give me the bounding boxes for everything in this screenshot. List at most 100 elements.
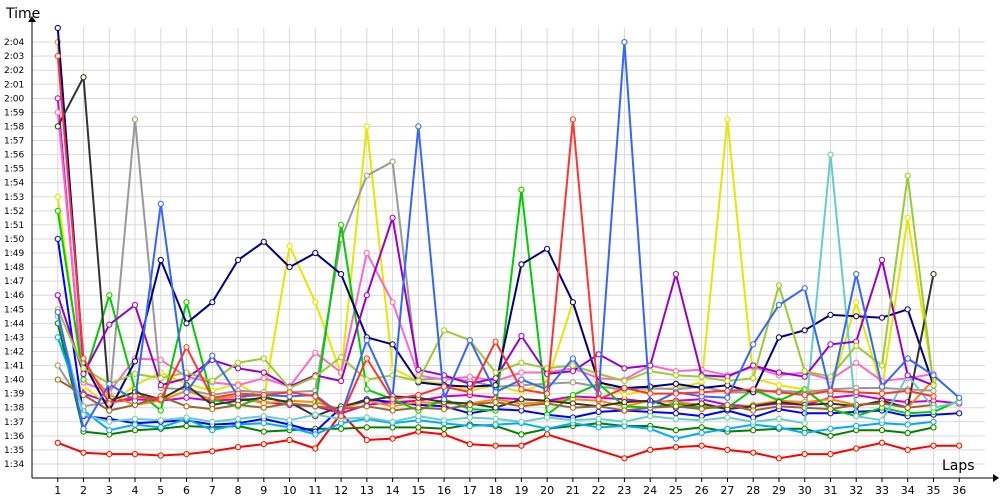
data-point: [363, 123, 370, 130]
data-point: [569, 417, 577, 424]
data-point: [235, 256, 242, 264]
data-point: [466, 401, 473, 408]
x-tick-label: 8: [235, 484, 242, 497]
x-tick-label: 26: [695, 484, 709, 497]
data-point: [827, 151, 834, 158]
data-point: [235, 390, 242, 397]
data-point: [621, 377, 628, 385]
data-point: [672, 271, 680, 278]
data-point: [827, 406, 834, 413]
data-point: [878, 439, 886, 446]
data-point: [235, 359, 242, 366]
x-tick-label: 35: [926, 484, 940, 497]
data-point: [338, 271, 345, 278]
data-point: [827, 387, 834, 394]
data-point: [930, 393, 937, 400]
data-point: [904, 421, 911, 428]
x-tick-label: 34: [901, 484, 915, 497]
x-tick-label: 14: [386, 484, 400, 497]
data-point: [518, 431, 525, 438]
x-tick-label: 9: [260, 484, 267, 497]
data-point: [544, 245, 551, 252]
data-point: [441, 417, 448, 424]
x-tick-label: 11: [308, 484, 322, 497]
x-tick-label: 27: [720, 484, 734, 497]
data-point: [415, 391, 422, 399]
data-point: [312, 299, 319, 306]
data-point: [827, 451, 834, 458]
data-point: [518, 369, 525, 376]
data-point: [209, 377, 216, 385]
y-tick-label: 1:52: [4, 207, 24, 217]
data-point: [183, 389, 190, 396]
data-point: [183, 344, 190, 351]
data-point: [775, 382, 783, 389]
y-tick-label: 2:03: [4, 52, 24, 62]
data-point: [363, 376, 370, 383]
x-tick-label: 6: [183, 484, 190, 497]
data-point: [363, 403, 370, 410]
data-point: [415, 404, 422, 411]
data-point: [698, 406, 705, 413]
data-point: [157, 200, 164, 207]
data-point: [466, 389, 473, 396]
data-point: [286, 436, 293, 444]
data-point: [775, 403, 783, 410]
data-point: [647, 446, 654, 453]
data-point: [260, 375, 267, 382]
data-point: [441, 383, 448, 390]
data-point: [363, 424, 370, 431]
data-point: [750, 362, 757, 369]
data-point: [389, 158, 396, 165]
data-point: [54, 334, 61, 341]
y-tick-label: 1:47: [4, 277, 24, 287]
data-point: [750, 427, 757, 434]
data-point: [338, 377, 345, 385]
data-point: [131, 393, 139, 400]
data-point: [80, 74, 87, 81]
data-point: [260, 238, 267, 245]
data-point: [621, 365, 628, 372]
data-point: [235, 365, 242, 372]
data-point: [260, 404, 267, 411]
data-point: [131, 451, 139, 458]
x-tick-label: 16: [437, 484, 451, 497]
series-14: [54, 151, 963, 427]
data-point: [106, 427, 113, 434]
data-point: [441, 431, 448, 438]
data-point: [853, 299, 860, 306]
data-point: [801, 420, 808, 427]
y-tick-label: 1:41: [4, 362, 24, 372]
data-point: [131, 421, 139, 428]
data-point: [904, 372, 911, 379]
data-point: [621, 455, 628, 462]
data-point: [235, 401, 242, 408]
data-point: [389, 299, 396, 306]
data-point: [647, 425, 654, 432]
data-point: [312, 349, 319, 356]
x-tick-label: 5: [157, 484, 164, 497]
data-point: [518, 403, 525, 410]
y-tick-label: 1:51: [4, 221, 24, 231]
data-point: [209, 394, 216, 401]
x-tick-label: 36: [952, 484, 966, 497]
data-point: [904, 355, 911, 362]
data-point: [801, 391, 808, 399]
data-point: [131, 116, 139, 123]
data-point: [724, 116, 731, 123]
data-point: [157, 382, 164, 389]
data-point: [260, 369, 267, 376]
data-point: [286, 242, 293, 250]
series-line: [56, 188, 960, 418]
data-point: [80, 425, 87, 432]
data-point: [389, 435, 396, 442]
y-tick-label: 2:02: [4, 66, 24, 76]
data-point: [54, 292, 61, 299]
data-point: [827, 311, 834, 318]
data-point: [492, 415, 499, 422]
data-point: [544, 425, 551, 432]
x-tick-label: 15: [411, 484, 425, 497]
data-point: [672, 444, 680, 451]
data-point: [518, 261, 525, 268]
